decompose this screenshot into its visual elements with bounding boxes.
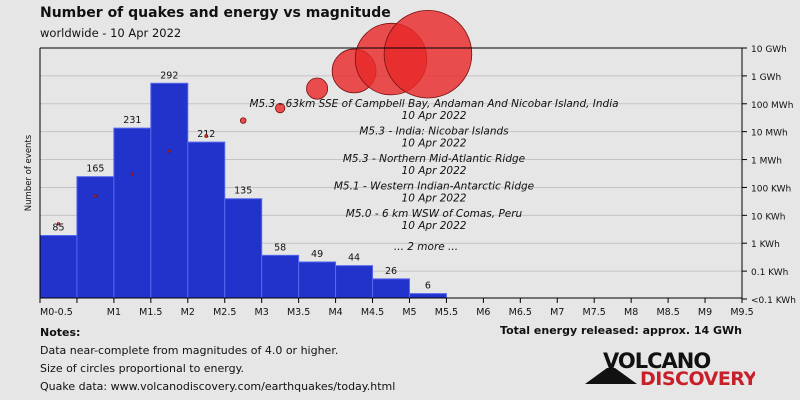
annotation-date: 10 Apr 2022 [402, 165, 467, 177]
histogram-bar [408, 293, 447, 299]
annotation-title: M5.3 - India: Nicobar Islands [359, 126, 509, 138]
annotation-date: 10 Apr 2022 [402, 138, 467, 150]
bar-value-label: 135 [234, 186, 252, 197]
energy-tick-label: 1 GWh [751, 73, 781, 83]
annotation-date: 10 Apr 2022 [402, 110, 467, 122]
annotation-title: M5.1 - Western Indian-Antarctic Ridge [334, 181, 534, 193]
x-tick-label: M2 [181, 307, 195, 318]
x-tick-label: M2.5 [213, 307, 236, 318]
x-tick-label: M1 [107, 307, 121, 318]
volcanodiscovery-logo: VOLCANO DISCOVERY [585, 349, 755, 390]
energy-tick-label: 10 MWh [751, 129, 788, 139]
energy-tick-label: 0.1 KWh [751, 268, 788, 278]
bar-value-label: 44 [348, 253, 360, 264]
note-line: Data near-complete from magnitudes of 4.… [40, 344, 339, 357]
energy-tick-label: 100 MWh [751, 101, 793, 111]
logo-line1: VOLCANO [603, 349, 710, 373]
annotation-title: M5.3 - 63km SSE of Campbell Bay, Andaman… [249, 98, 618, 110]
energy-circle [130, 172, 134, 176]
bar-value-label: 58 [274, 242, 286, 253]
energy-circle [275, 102, 286, 114]
x-tick-label: M6 [476, 307, 490, 318]
energy-circle [93, 194, 98, 198]
bar-value-label: 85 [52, 223, 64, 234]
volcano-icon [585, 368, 637, 384]
energy-tick-label: 100 KWh [751, 184, 791, 194]
x-tick-label: M8 [624, 307, 638, 318]
histogram-bar [150, 82, 189, 299]
energy-circle [383, 9, 473, 99]
histogram-bar [187, 141, 226, 299]
energy-tick-label: 10 KWh [751, 212, 786, 222]
x-tick-label: M9.5 [730, 307, 753, 318]
annotation-date: 10 Apr 2022 [402, 220, 467, 232]
energy-circle [204, 134, 209, 138]
x-tick-label: M9 [698, 307, 712, 318]
histogram-bar [298, 261, 337, 299]
x-tick-label: M3.5 [287, 307, 310, 318]
x-tick-label: M7.5 [583, 307, 606, 318]
bar-value-label: 231 [123, 115, 141, 126]
energy-circle [239, 117, 247, 124]
energy-tick-label: <0.1 KWh [751, 296, 796, 306]
x-tick-label: M7 [550, 307, 564, 318]
x-tick-label: M1.5 [139, 307, 162, 318]
annotation-title: M5.0 - 6 km WSW of Comas, Peru [346, 208, 523, 220]
x-tick-label: M4 [328, 307, 342, 318]
histogram-bar [224, 198, 263, 299]
chart-subtitle: worldwide - 10 Apr 2022 [40, 26, 182, 40]
x-tick-label: M5 [402, 307, 416, 318]
logo-line2: DISCOVERY [640, 368, 755, 390]
energy-tick-label: 10 GWh [751, 45, 787, 55]
bar-value-label: 165 [86, 164, 104, 175]
bar-value-label: 6 [425, 281, 431, 292]
energy-circle [167, 149, 171, 153]
bar-value-label: 292 [160, 70, 178, 81]
histogram-bar [335, 265, 374, 299]
x-tick-label: M6.5 [509, 307, 532, 318]
x-tick-label: M5.5 [435, 307, 458, 318]
x-tick-label: M0-0.5 [40, 307, 73, 318]
chart-title: Number of quakes and energy vs magnitude [40, 5, 391, 21]
energy-circle [306, 77, 329, 100]
histogram-bar [372, 278, 410, 299]
x-tick-label: M8.5 [656, 307, 679, 318]
energy-tick-label: 1 MWh [751, 157, 782, 167]
bar-value-label: 49 [311, 249, 323, 260]
histogram-bar [39, 235, 78, 299]
energy-tick-label: 1 KWh [751, 240, 780, 250]
total-energy: Total energy released: approx. 14 GWh [500, 324, 742, 337]
histogram-bar [113, 127, 152, 299]
notes-heading: Notes: [40, 326, 81, 339]
x-tick-label: M4.5 [361, 307, 384, 318]
annotation-date: 10 Apr 2022 [402, 193, 467, 205]
more-annotations: ... 2 more ... [394, 241, 458, 253]
note-line: Size of circles proportional to energy. [40, 362, 245, 375]
note-line: Quake data: www.volcanodiscovery.com/ear… [40, 380, 396, 393]
annotation-title: M5.3 - Northern Mid-Atlantic Ridge [343, 153, 525, 165]
histogram-bar [261, 254, 300, 299]
energy-circle [56, 222, 61, 226]
x-tick-label: M3 [255, 307, 269, 318]
notes: Notes: Data near-complete from magnitude… [40, 324, 395, 396]
bar-value-label: 26 [385, 266, 397, 277]
y-axis-label: Number of events [24, 134, 34, 211]
